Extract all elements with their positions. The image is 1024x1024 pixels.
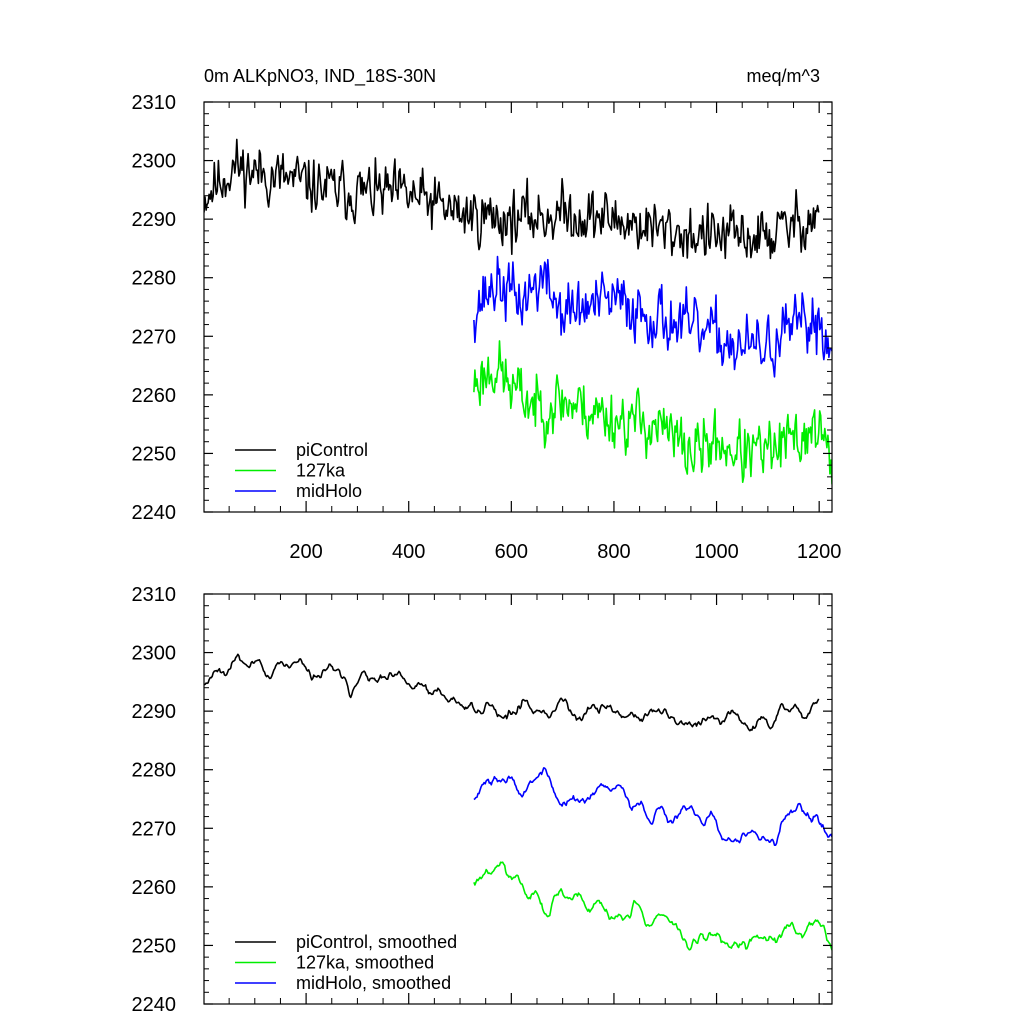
x-tick-label: 600 [495, 541, 528, 563]
title-left: 0m ALKpNO3, IND_18S-30N [204, 66, 436, 87]
y-tick-label: 2310 [132, 92, 177, 114]
y-tick-label: 2290 [132, 209, 177, 231]
y-tick-label: 2270 [132, 326, 177, 348]
series-line-0-0 [204, 138, 820, 260]
y-tick-label: 2270 [132, 818, 177, 840]
plot-frame [203, 593, 833, 1005]
y-tick-label: 2280 [132, 760, 177, 782]
y-tick-label: 2240 [132, 994, 177, 1016]
y-tick-label: 2280 [132, 268, 177, 290]
y-tick-label: 2260 [132, 877, 177, 899]
x-tick-label: 400 [392, 541, 425, 563]
y-tick-label: 2250 [132, 935, 177, 957]
x-tick-label: 800 [597, 541, 630, 563]
legend-label: midHolo [296, 481, 362, 501]
x-tick-label: 1200 [797, 541, 842, 563]
legend-label: piControl [296, 440, 368, 460]
x-tick-label: 1000 [694, 541, 739, 563]
series-line-1-2 [473, 767, 832, 846]
series-line-0-1 [473, 340, 832, 485]
x-tick-label: 200 [289, 541, 322, 563]
legend-label: 127ka [296, 461, 346, 481]
y-tick-label: 2250 [132, 443, 177, 465]
panel-raw: 2240 2250 2260 2270 2280 2290 2300 2310 200 400 60… [132, 92, 842, 563]
y-tick-label: 2300 [132, 643, 177, 665]
series-line-1-0 [204, 653, 820, 732]
panel-smoothed: 2240 2250 2260 2270 2280 2290 2300 2310 piContro… [132, 584, 833, 1016]
series-line-1-1 [473, 861, 832, 951]
y-tick-label: 2290 [132, 701, 177, 723]
title-right: meq/m^3 [747, 66, 820, 86]
y-tick-label: 2310 [132, 584, 177, 606]
y-tick-label: 2240 [132, 502, 177, 524]
plot-frame [203, 101, 833, 513]
legend-label: midHolo, smoothed [296, 973, 451, 993]
y-tick-label: 2260 [132, 385, 177, 407]
legend-label: 127ka, smoothed [296, 953, 434, 973]
legend-label: piControl, smoothed [296, 932, 457, 952]
series-line-0-2 [473, 255, 832, 378]
y-tick-label: 2300 [132, 151, 177, 173]
